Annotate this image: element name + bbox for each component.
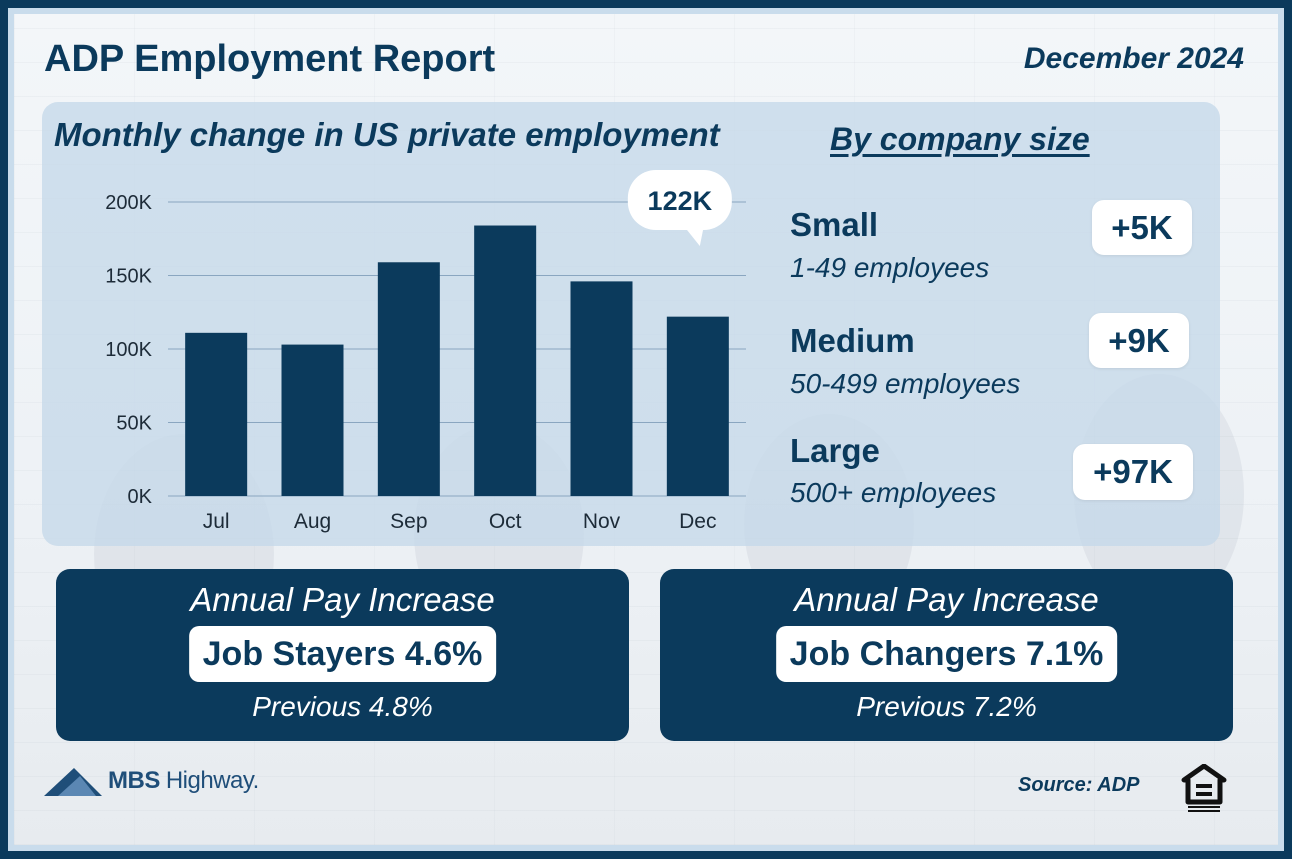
- mbs-highway-logo: MBS Highway.: [44, 764, 259, 798]
- logo-text-bold: MBS: [108, 767, 160, 794]
- size-range-medium: 50-499 employees: [790, 368, 1021, 399]
- y-tick-label: 50K: [116, 413, 152, 435]
- logo-text-rest: Highway.: [165, 767, 259, 794]
- bar-jul: [185, 332, 248, 496]
- report-date: December 2024: [1023, 42, 1244, 75]
- x-tick-label: Jul: [203, 510, 230, 533]
- size-change-small: +5K: [1092, 200, 1192, 255]
- bar-oct: [474, 225, 537, 496]
- y-tick-label: 0K: [128, 486, 153, 508]
- equal-housing-icon: [1181, 764, 1227, 812]
- x-tick-label: Sep: [390, 510, 427, 533]
- callout-pointer: [683, 226, 704, 246]
- pay-heading: Annual Pay Increase: [794, 581, 1099, 618]
- size-name-medium: Medium: [790, 322, 915, 359]
- x-tick-label: Nov: [583, 510, 621, 533]
- pay-heading: Annual Pay Increase: [190, 581, 495, 618]
- size-name-small: Small: [790, 206, 879, 243]
- callout-bubble: [627, 170, 732, 230]
- size-name-large: Large: [790, 432, 880, 469]
- chart-title: Monthly change in US private employment: [54, 116, 720, 153]
- y-tick-label: 200K: [105, 192, 152, 214]
- y-tick-label: 150K: [105, 266, 152, 288]
- x-tick-label: Oct: [489, 510, 522, 533]
- job-changers-previous: Previous 7.2%: [856, 691, 1037, 722]
- job-changers-card: Annual Pay Increase Job Changers 7.1% Pr…: [660, 569, 1233, 741]
- job-changers-value: Job Changers 7.1%: [775, 626, 1118, 682]
- callout-label: 122K: [648, 186, 713, 216]
- mountain-icon: [44, 768, 102, 796]
- bar-nov: [570, 281, 633, 496]
- x-tick-label: Dec: [679, 510, 716, 533]
- size-range-small: 1-49 employees: [790, 252, 990, 283]
- job-stayers-card: Annual Pay Increase Job Stayers 4.6% Pre…: [56, 569, 629, 741]
- y-tick-label: 100K: [105, 339, 152, 361]
- size-change-large: +97K: [1073, 444, 1193, 500]
- source-label: Source: ADP: [1018, 774, 1140, 796]
- bar-sep: [377, 262, 440, 496]
- size-range-large: 500+ employees: [790, 477, 997, 508]
- company-size-title: By company size: [830, 121, 1090, 157]
- x-tick-label: Aug: [294, 510, 331, 533]
- bar-chart: 0K 50K 100K 150K 200K Jul Aug Sep Oct Nov Dec 122K: [105, 170, 746, 533]
- job-stayers-value: Job Stayers 4.6%: [188, 626, 497, 682]
- size-change-medium: +9K: [1089, 313, 1189, 368]
- report-title: ADP Employment Report: [44, 38, 496, 80]
- bar-aug: [281, 344, 344, 496]
- job-stayers-previous: Previous 4.8%: [252, 691, 433, 722]
- bar-dec: [666, 316, 729, 496]
